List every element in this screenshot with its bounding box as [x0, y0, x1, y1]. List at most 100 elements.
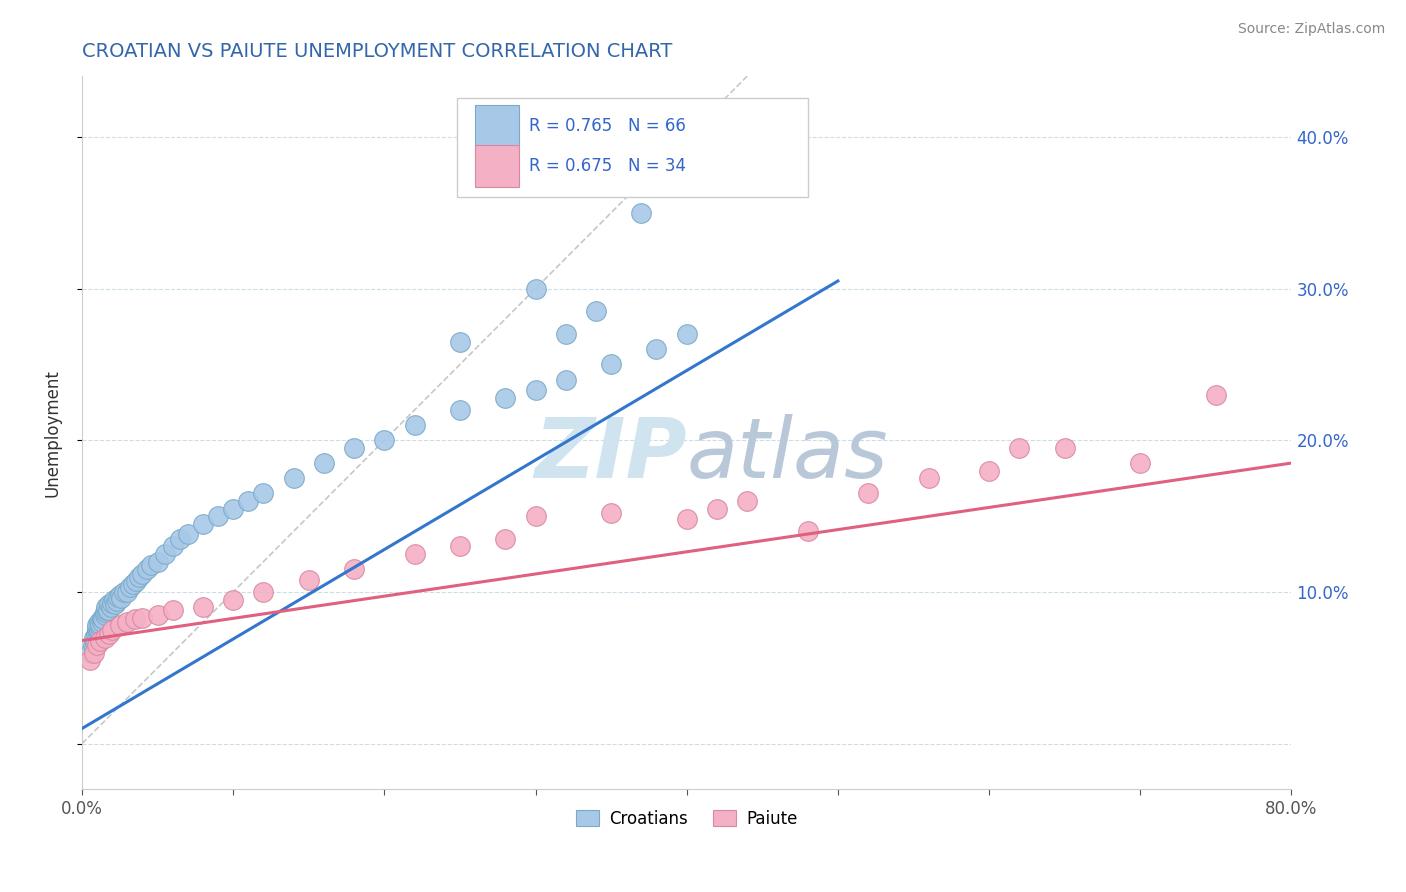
FancyBboxPatch shape	[475, 145, 519, 186]
Point	[524, 509, 547, 524]
Y-axis label: Unemployment: Unemployment	[44, 368, 60, 497]
Point	[252, 585, 274, 599]
Point	[131, 611, 153, 625]
Point	[86, 624, 108, 639]
Point	[94, 600, 117, 615]
Text: R = 0.765   N = 66: R = 0.765 N = 66	[530, 117, 686, 135]
Point	[146, 607, 169, 622]
Point	[153, 547, 176, 561]
Point	[93, 607, 115, 622]
Point	[600, 506, 623, 520]
Point	[283, 471, 305, 485]
Point	[93, 605, 115, 619]
Point	[162, 540, 184, 554]
Point	[146, 555, 169, 569]
Point	[675, 160, 697, 174]
Point	[675, 512, 697, 526]
Point	[207, 509, 229, 524]
Point	[120, 581, 142, 595]
Point	[252, 486, 274, 500]
Point	[91, 612, 114, 626]
Point	[343, 441, 366, 455]
Point	[191, 516, 214, 531]
Point	[977, 464, 1000, 478]
Point	[645, 343, 668, 357]
Point	[108, 618, 131, 632]
Point	[1053, 441, 1076, 455]
Point	[298, 573, 321, 587]
Point	[86, 618, 108, 632]
Text: ZIP: ZIP	[534, 414, 686, 494]
Point	[101, 596, 124, 610]
Point	[524, 282, 547, 296]
Point	[83, 631, 105, 645]
Point	[90, 611, 112, 625]
Point	[89, 616, 111, 631]
Point	[856, 486, 879, 500]
Point	[83, 633, 105, 648]
Point	[706, 501, 728, 516]
Point	[169, 532, 191, 546]
Point	[90, 615, 112, 630]
Text: CROATIAN VS PAIUTE UNEMPLOYMENT CORRELATION CHART: CROATIAN VS PAIUTE UNEMPLOYMENT CORRELAT…	[82, 42, 672, 61]
Point	[404, 418, 426, 433]
Point	[93, 631, 115, 645]
Point	[117, 585, 139, 599]
Point	[585, 304, 607, 318]
Point	[87, 623, 110, 637]
Point	[494, 532, 516, 546]
Point	[177, 527, 200, 541]
Point	[131, 566, 153, 581]
Text: atlas: atlas	[686, 414, 889, 494]
Point	[524, 383, 547, 397]
Point	[449, 403, 471, 417]
Legend: Croatians, Paiute: Croatians, Paiute	[569, 803, 804, 834]
Point	[97, 603, 120, 617]
Point	[87, 615, 110, 630]
Point	[1129, 456, 1152, 470]
Point	[100, 600, 122, 615]
Point	[554, 373, 576, 387]
FancyBboxPatch shape	[475, 104, 519, 147]
Point	[222, 592, 245, 607]
Point	[1205, 388, 1227, 402]
Text: Source: ZipAtlas.com: Source: ZipAtlas.com	[1237, 22, 1385, 37]
Point	[343, 562, 366, 576]
Point	[917, 471, 939, 485]
Point	[128, 570, 150, 584]
Point	[600, 358, 623, 372]
Point	[86, 638, 108, 652]
Point	[494, 391, 516, 405]
Point	[449, 540, 471, 554]
Point	[98, 627, 121, 641]
Point	[107, 590, 129, 604]
Point	[94, 603, 117, 617]
Point	[124, 612, 146, 626]
Point	[105, 594, 128, 608]
Point	[125, 574, 148, 589]
Point	[103, 592, 125, 607]
Point	[89, 620, 111, 634]
Point	[796, 524, 818, 539]
Point	[117, 615, 139, 630]
Point	[630, 205, 652, 219]
Point	[108, 588, 131, 602]
Point	[162, 603, 184, 617]
Point	[404, 547, 426, 561]
Point	[110, 591, 132, 605]
Point	[449, 334, 471, 349]
Text: R = 0.675   N = 34: R = 0.675 N = 34	[530, 157, 686, 175]
Point	[373, 434, 395, 448]
Point	[86, 621, 108, 635]
Point	[238, 494, 260, 508]
Point	[98, 597, 121, 611]
Point	[82, 638, 104, 652]
Point	[312, 456, 335, 470]
FancyBboxPatch shape	[457, 97, 807, 197]
Point	[101, 623, 124, 637]
Point	[112, 585, 135, 599]
Point	[735, 494, 758, 508]
Point	[141, 558, 163, 572]
Point	[554, 327, 576, 342]
Point	[122, 577, 145, 591]
